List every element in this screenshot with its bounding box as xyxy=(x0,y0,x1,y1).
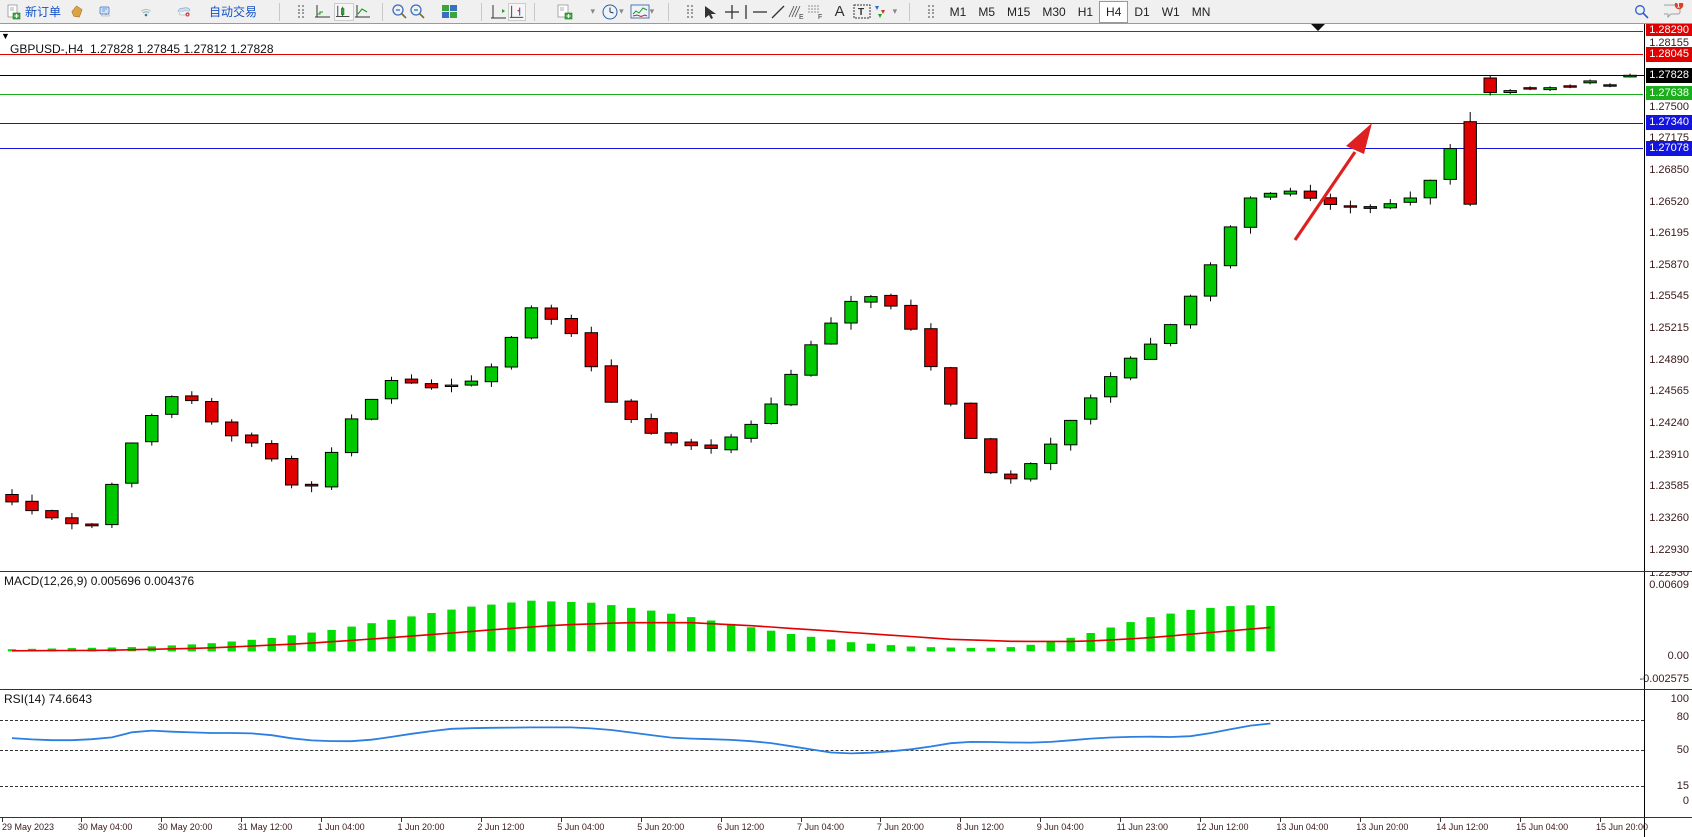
svg-text:1: 1 xyxy=(1677,3,1681,9)
svg-text:F: F xyxy=(818,14,822,20)
svg-text:E: E xyxy=(799,14,804,20)
svg-text:T: T xyxy=(858,7,864,18)
